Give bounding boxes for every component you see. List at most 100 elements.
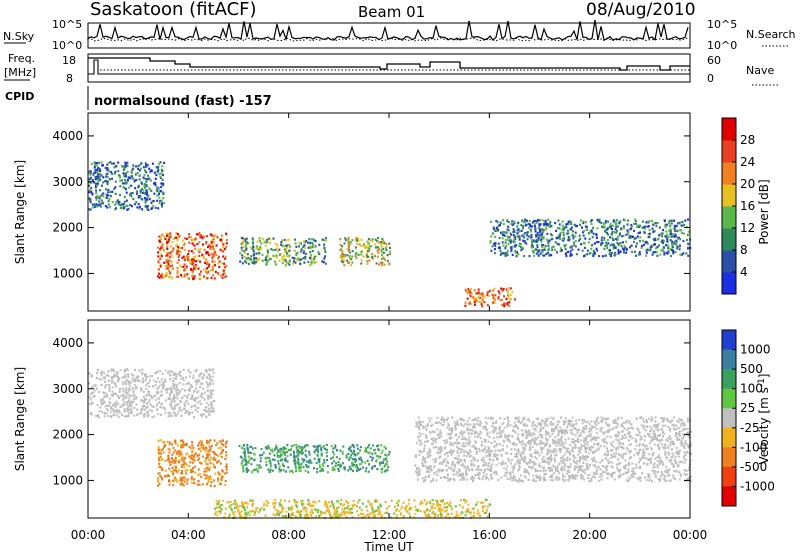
range-cell xyxy=(168,236,171,239)
range-cell xyxy=(97,196,100,199)
range-cell xyxy=(659,434,662,437)
range-cell xyxy=(172,484,175,487)
range-cell xyxy=(487,451,490,454)
range-cell xyxy=(187,252,190,255)
range-cell xyxy=(150,169,153,173)
range-cell xyxy=(115,374,118,377)
range-cell xyxy=(298,445,301,448)
range-cell xyxy=(171,471,174,474)
range-cell xyxy=(285,262,288,265)
range-cell xyxy=(629,228,632,231)
range-cell xyxy=(648,479,651,482)
range-cell xyxy=(106,395,108,398)
range-cell xyxy=(576,224,578,227)
range-cell xyxy=(606,238,609,242)
range-cell xyxy=(483,505,486,508)
range-cell xyxy=(335,449,338,452)
range-cell xyxy=(281,261,284,264)
range-cell xyxy=(672,424,675,427)
range-cell xyxy=(656,423,659,427)
range-cell xyxy=(437,470,440,473)
range-cell xyxy=(336,507,339,510)
range-cell xyxy=(434,513,437,516)
range-cell xyxy=(673,241,676,244)
range-cell xyxy=(190,456,193,459)
range-cell xyxy=(113,410,116,413)
range-cell xyxy=(337,506,340,509)
range-cell xyxy=(481,298,484,301)
range-cell xyxy=(487,446,490,449)
range-cell xyxy=(245,257,248,261)
range-cell xyxy=(609,223,612,226)
range-cell xyxy=(167,474,170,477)
range-cell xyxy=(303,244,306,247)
range-cell xyxy=(199,394,202,397)
range-cell xyxy=(503,252,506,256)
range-cell xyxy=(356,467,359,470)
range-cell xyxy=(209,269,212,272)
range-cell xyxy=(199,461,201,464)
range-cell xyxy=(310,253,313,257)
range-cell xyxy=(524,457,527,460)
range-cell xyxy=(100,161,103,164)
range-cell xyxy=(284,453,286,457)
range-cell xyxy=(157,457,160,460)
range-cell xyxy=(193,277,196,280)
range-cell xyxy=(188,236,191,239)
range-cell xyxy=(195,260,198,263)
range-cell xyxy=(179,399,182,402)
range-cell xyxy=(225,232,228,235)
range-cell xyxy=(300,248,303,251)
range-cell xyxy=(209,410,212,413)
range-cell xyxy=(159,189,162,192)
range-cell xyxy=(426,440,429,443)
range-cell xyxy=(203,256,205,259)
range-cell xyxy=(271,458,274,461)
range-cell xyxy=(182,239,185,242)
range-cell xyxy=(500,454,503,457)
range-cell xyxy=(185,472,187,475)
range-cell xyxy=(670,232,673,236)
range-cell xyxy=(535,238,538,242)
range-cell xyxy=(544,244,547,248)
range-cell xyxy=(622,225,625,228)
range-cell xyxy=(596,240,599,244)
range-cell xyxy=(537,237,540,240)
range-cell xyxy=(222,246,225,249)
range-cell xyxy=(123,186,126,190)
range-cell xyxy=(494,244,497,247)
range-cell xyxy=(653,465,656,469)
range-cell xyxy=(611,224,614,227)
range-cell xyxy=(197,267,200,270)
range-cell xyxy=(126,204,129,207)
range-cell xyxy=(464,288,467,291)
range-cell xyxy=(475,298,478,301)
range-cell xyxy=(377,513,380,516)
range-cell xyxy=(602,433,605,436)
range-cell xyxy=(368,245,371,248)
range-cell xyxy=(206,251,209,254)
range-cell xyxy=(299,451,301,454)
range-cell xyxy=(135,192,138,195)
range-cell xyxy=(434,458,437,461)
range-cell xyxy=(191,470,194,473)
range-cell xyxy=(554,436,557,439)
range-cell xyxy=(103,376,106,380)
range-cell xyxy=(499,247,502,250)
range-cell xyxy=(157,187,160,190)
range-cell xyxy=(372,444,374,447)
range-cell xyxy=(110,376,113,379)
range-cell xyxy=(651,480,653,483)
range-cell xyxy=(121,393,124,396)
range-cell xyxy=(183,275,186,278)
range-cell xyxy=(91,386,94,389)
range-cell xyxy=(479,300,482,303)
range-cell xyxy=(179,453,182,456)
range-cell xyxy=(182,265,185,268)
range-cell xyxy=(327,509,330,512)
range-cell xyxy=(685,442,688,445)
nave-label: Nave xyxy=(746,64,774,77)
range-cell xyxy=(507,295,510,298)
range-cell xyxy=(485,498,488,501)
range-cell xyxy=(189,262,192,265)
